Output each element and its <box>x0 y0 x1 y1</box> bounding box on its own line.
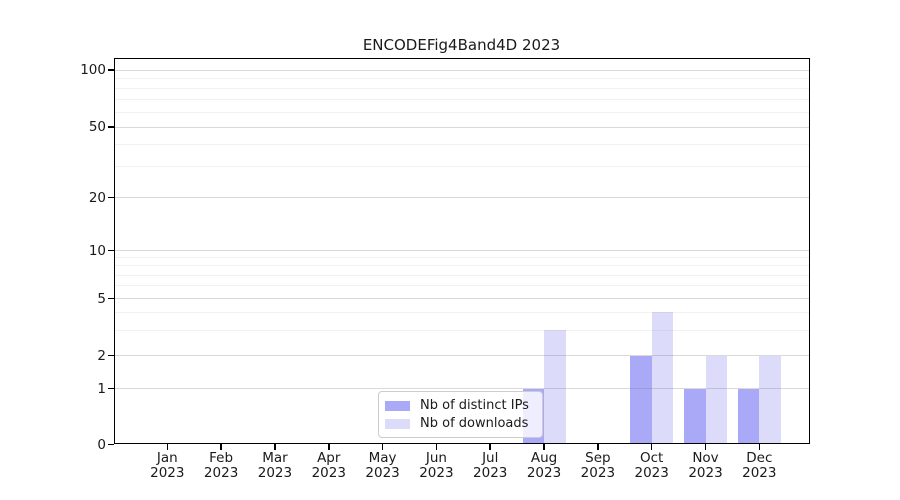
gridline-major <box>115 250 809 251</box>
x-axis-tick <box>597 444 599 450</box>
gridline-minor <box>115 329 809 331</box>
gridline-minor <box>115 87 809 89</box>
gridline-minor <box>115 78 809 80</box>
y-axis-tick-label: 1 <box>97 380 106 397</box>
legend-label: Nb of downloads <box>420 416 529 431</box>
x-axis-tick-label: Mar 2023 <box>257 450 293 481</box>
bar-distinct-ips <box>737 388 760 444</box>
gridline-minor <box>115 274 809 276</box>
x-axis-tick <box>220 444 222 450</box>
bar-distinct-ips <box>684 388 706 444</box>
x-axis-tick <box>274 444 276 450</box>
gridline-minor <box>115 98 809 100</box>
y-axis-tick-label: 20 <box>88 189 106 206</box>
x-axis-tick-label: Jun 2023 <box>419 450 454 481</box>
y-axis-tick <box>107 354 114 357</box>
x-axis-tick <box>381 444 384 450</box>
x-axis-tick-label: Aug 2023 <box>526 450 562 481</box>
x-axis-tick-label: Jul 2023 <box>473 450 508 481</box>
y-axis-tick-label: 2 <box>97 347 106 364</box>
gridline-minor <box>115 143 809 145</box>
y-axis-tick-label: 10 <box>88 242 106 259</box>
y-axis-tick-label: 5 <box>97 290 106 307</box>
x-axis-tick <box>166 444 169 450</box>
bar-downloads <box>759 355 781 444</box>
gridline-major <box>115 126 809 128</box>
x-axis-tick-label: Feb 2023 <box>203 450 239 481</box>
chart-title: ENCODEFig4Band4D 2023 <box>362 36 561 54</box>
y-axis-tick <box>107 249 114 252</box>
gridline-minor <box>115 311 809 313</box>
gridline-minor <box>115 285 809 287</box>
x-axis-tick <box>704 444 707 450</box>
x-axis-tick <box>489 444 491 450</box>
bar-distinct-ips <box>630 355 652 444</box>
legend-item: Nb of distinct IPs <box>385 397 534 415</box>
x-axis-tick-label: Nov 2023 <box>688 450 723 481</box>
gridline-minor <box>115 265 809 267</box>
legend: Nb of distinct IPs Nb of downloads <box>378 391 543 438</box>
legend-swatch-downloads <box>385 419 410 429</box>
y-axis-tick-label: 100 <box>80 62 106 78</box>
gridline-major <box>115 355 809 356</box>
legend-swatch-distinct-ips <box>385 401 410 411</box>
gridline-major <box>115 69 809 71</box>
bar-downloads <box>544 330 566 444</box>
y-axis-tick <box>107 69 114 71</box>
y-axis-tick-label: 50 <box>88 119 106 135</box>
y-axis-tick-label: 0 <box>97 436 106 453</box>
legend-item: Nb of downloads <box>385 415 534 433</box>
x-axis-tick-label: Sep 2023 <box>580 450 616 481</box>
gridline-minor <box>115 257 809 259</box>
x-axis-tick-label: Apr 2023 <box>311 450 346 481</box>
x-axis-tick-label: Dec 2023 <box>742 450 777 481</box>
gridline-major <box>115 197 809 198</box>
x-axis-tick-label: Oct 2023 <box>634 450 669 481</box>
y-axis-tick <box>107 126 114 128</box>
gridline-minor <box>115 111 809 113</box>
x-axis-tick <box>328 444 330 450</box>
y-axis-tick <box>107 297 114 300</box>
bar-downloads <box>705 355 727 444</box>
bar-downloads <box>651 312 674 444</box>
legend-label: Nb of distinct IPs <box>420 398 529 413</box>
x-axis-tick-label: Jan 2023 <box>150 450 185 481</box>
y-axis-tick <box>107 443 114 446</box>
x-axis-tick <box>650 444 653 450</box>
x-axis-tick <box>435 444 438 450</box>
gridline-minor <box>115 165 809 167</box>
x-axis-tick-label: May 2023 <box>365 450 400 481</box>
x-axis-tick <box>543 444 545 450</box>
y-axis-tick <box>107 387 114 390</box>
gridline-major <box>115 298 809 299</box>
x-axis-tick <box>758 444 761 450</box>
gridline-major <box>115 388 809 389</box>
y-axis-tick <box>107 196 114 199</box>
